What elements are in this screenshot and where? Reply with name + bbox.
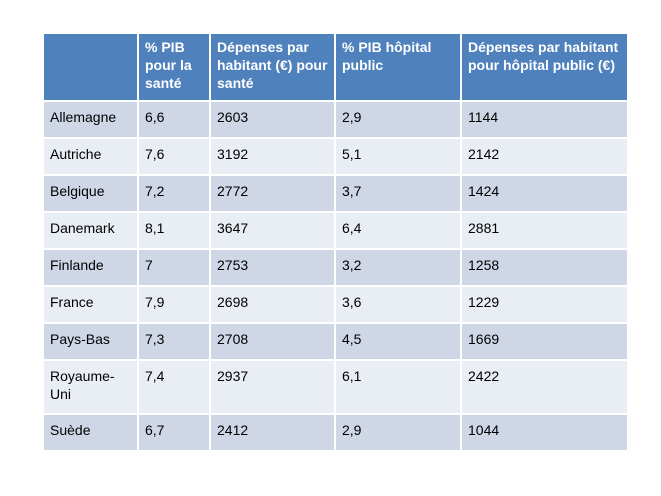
table-row: Autriche 7,6 3192 5,1 2142 xyxy=(44,138,627,176)
header-row: % PIB pour la santé Dépenses par habitan… xyxy=(44,34,627,102)
table-cell: 1229 xyxy=(461,286,627,324)
table-cell: 2772 xyxy=(210,175,336,213)
table-row: Finlande 7 2753 3,2 1258 xyxy=(44,249,627,287)
table-cell: 2753 xyxy=(210,249,336,287)
table-cell: 7,9 xyxy=(138,286,211,324)
table-cell: 3647 xyxy=(210,212,336,250)
health-spending-table: % PIB pour la santé Dépenses par habitan… xyxy=(44,34,627,452)
country-cell: France xyxy=(44,286,139,324)
country-cell: Royaume-​Uni xyxy=(44,360,139,415)
table-cell: 7,2 xyxy=(138,175,211,213)
table-cell: 1044 xyxy=(461,414,627,452)
table-cell: 2603 xyxy=(210,101,336,139)
table-cell: 2708 xyxy=(210,323,336,361)
table-cell: 2422 xyxy=(461,360,627,415)
header-cell-depenses-hopital: Dépenses par habitant pour hôpital publi… xyxy=(461,34,627,102)
table-cell: 2142 xyxy=(461,138,627,176)
country-cell: Danemark xyxy=(44,212,139,250)
table-cell: 6,1 xyxy=(335,360,462,415)
table-cell: 1424 xyxy=(461,175,627,213)
table-row: Suède 6,7 2412 2,9 1044 xyxy=(44,414,627,452)
country-cell: Belgique xyxy=(44,175,139,213)
table-cell: 1669 xyxy=(461,323,627,361)
table-cell: 2937 xyxy=(210,360,336,415)
country-cell: Suède xyxy=(44,414,139,452)
table-row: Belgique 7,2 2772 3,7 1424 xyxy=(44,175,627,213)
table-cell: 2412 xyxy=(210,414,336,452)
table-cell: 8,1 xyxy=(138,212,211,250)
country-cell: Autriche xyxy=(44,138,139,176)
header-cell-depenses-sante: Dépenses par habitant (€) pour santé xyxy=(210,34,336,102)
table-cell: 1258 xyxy=(461,249,627,287)
table-cell: 6,6 xyxy=(138,101,211,139)
table-cell: 6,7 xyxy=(138,414,211,452)
header-cell-country xyxy=(44,34,139,102)
table-cell: 7 xyxy=(138,249,211,287)
table-row: Danemark 8,1 3647 6,4 2881 xyxy=(44,212,627,250)
table-cell: 7,4 xyxy=(138,360,211,415)
table-cell: 3,6 xyxy=(335,286,462,324)
table-row: France 7,9 2698 3,6 1229 xyxy=(44,286,627,324)
table-cell: 2881 xyxy=(461,212,627,250)
table-row: Royaume-​Uni 7,4 2937 6,1 2422 xyxy=(44,360,627,415)
table-cell: 5,1 xyxy=(335,138,462,176)
country-cell: Pays-​Bas xyxy=(44,323,139,361)
country-cell: Allemagne xyxy=(44,101,139,139)
table-cell: 7,3 xyxy=(138,323,211,361)
table-cell: 2698 xyxy=(210,286,336,324)
header-cell-pib-sante: % PIB pour la santé xyxy=(138,34,211,102)
table-row: Allemagne 6,6 2603 2,9 1144 xyxy=(44,101,627,139)
table-cell: 2,9 xyxy=(335,101,462,139)
table-cell: 3,7 xyxy=(335,175,462,213)
table-cell: 4,5 xyxy=(335,323,462,361)
table-cell: 3,2 xyxy=(335,249,462,287)
table-cell: 1144 xyxy=(461,101,627,139)
table-cell: 2,9 xyxy=(335,414,462,452)
table-cell: 7,6 xyxy=(138,138,211,176)
table-row: Pays-​Bas 7,3 2708 4,5 1669 xyxy=(44,323,627,361)
header-cell-pib-hopital: % PIB hôpital public xyxy=(335,34,462,102)
country-cell: Finlande xyxy=(44,249,139,287)
table-cell: 3192 xyxy=(210,138,336,176)
table-cell: 6,4 xyxy=(335,212,462,250)
